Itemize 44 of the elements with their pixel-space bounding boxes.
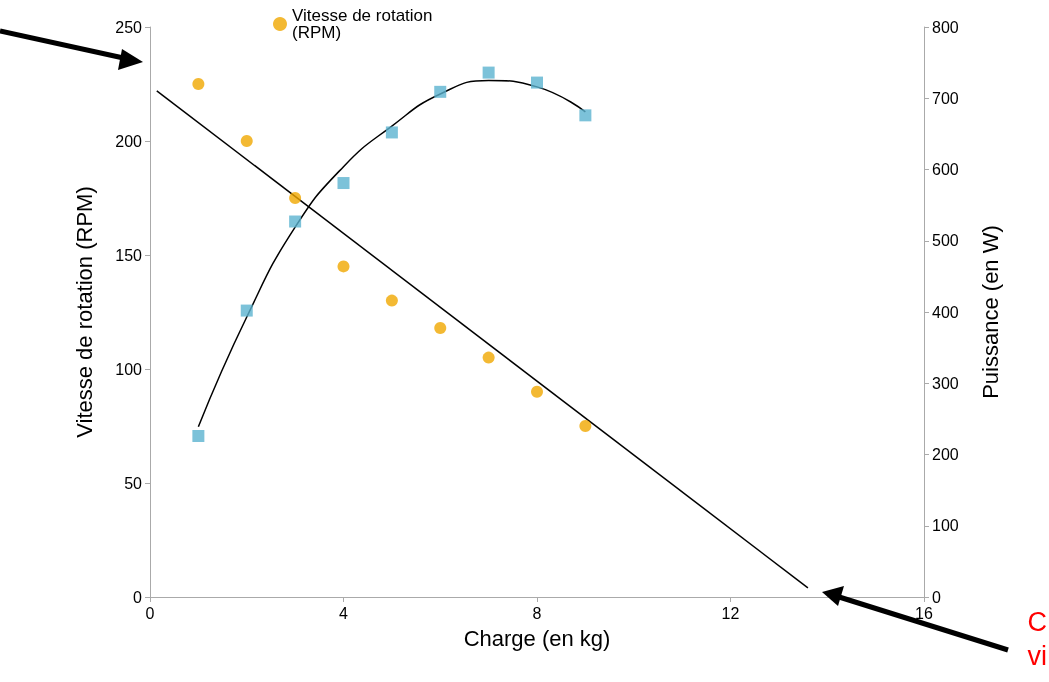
point [192, 78, 205, 90]
y-tick-label: 50 [124, 474, 143, 492]
y2-tick-label: 600 [932, 161, 959, 178]
y-tick-label: 100 [115, 360, 143, 378]
y-tick-label: 250 [115, 18, 143, 36]
point [579, 109, 592, 122]
y2-tick-label: 500 [932, 232, 959, 250]
point [385, 126, 398, 139]
y-tick-label: 150 [115, 246, 143, 264]
point [531, 385, 543, 398]
legend-label: Vitesse de rotation (RPM) [292, 6, 438, 42]
x-tick-label: 0 [145, 604, 155, 622]
x-tick-label: 16 [915, 604, 933, 622]
x-axis-title: Charge (en kg) [463, 625, 611, 651]
x-tick-label: 12 [721, 604, 740, 622]
text: vi [1027, 640, 1047, 671]
y2-tick-label: 300 [932, 374, 959, 392]
point [289, 192, 302, 204]
y2-tick-label: 800 [932, 18, 959, 36]
point [482, 351, 495, 364]
x-tick-label: 8 [532, 604, 542, 622]
point [482, 66, 495, 79]
point [240, 304, 253, 317]
y2-tick-label: 0 [932, 588, 941, 606]
y2-axis-title: Puissance (en W) [977, 225, 1003, 399]
point [240, 135, 253, 147]
point [579, 420, 592, 432]
point [434, 85, 447, 98]
point [337, 260, 350, 273]
point [289, 215, 302, 228]
point [192, 429, 205, 442]
y2-tick-label: 100 [932, 517, 959, 535]
y2-tick-label: 700 [932, 89, 959, 107]
text: C [1027, 606, 1047, 637]
y-tick-label: 200 [115, 132, 143, 150]
point [385, 294, 398, 307]
point [337, 177, 350, 190]
y2-tick-label: 400 [932, 303, 959, 321]
point [531, 76, 543, 89]
point [434, 321, 447, 334]
x-tick-label: 4 [339, 604, 349, 622]
y-axis-title: Vitesse de rotation (RPM) [71, 186, 97, 438]
y2-tick-label: 200 [932, 446, 959, 463]
y-tick-label: 0 [133, 588, 143, 606]
